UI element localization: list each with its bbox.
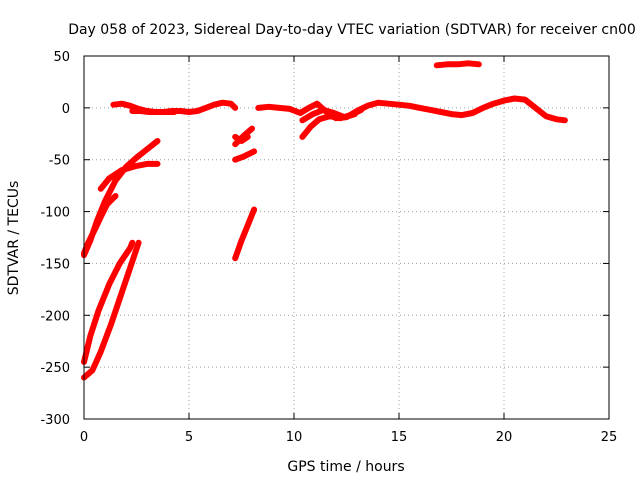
series-arc-4	[81, 239, 136, 365]
series-arc-5	[81, 239, 142, 381]
chart-title: Day 058 of 2023, Sidereal Day-to-day VTE…	[68, 22, 636, 38]
y-tick-label: -200	[40, 309, 70, 324]
series-arc-11	[232, 206, 258, 262]
series-arc-12	[255, 95, 568, 124]
x-tick-label: 0	[80, 430, 88, 445]
plot-frame	[83, 55, 610, 420]
series-arc-10	[232, 148, 258, 163]
y-tick-label: 0	[62, 102, 70, 117]
y-axis-label: SDTVAR / TECUs	[6, 181, 22, 296]
x-axis-label: GPS time / hours	[287, 459, 404, 475]
y-tick-label: -100	[40, 206, 70, 221]
x-tick-label: 15	[391, 430, 408, 445]
series-arc-3	[97, 160, 161, 192]
series-arc-7	[129, 108, 178, 115]
grid-lines	[84, 56, 609, 419]
series-arc-1	[81, 138, 161, 259]
y-tick-label: -50	[49, 154, 70, 169]
series-layer	[81, 60, 568, 381]
x-tick-label: 25	[601, 430, 618, 445]
x-tick-label: 10	[286, 430, 303, 445]
y-tick-label: 50	[53, 50, 70, 65]
tick-layer: 0 5 10 15 20 25 50 0 -50 -100 -150 -200 -250 -300	[40, 50, 617, 445]
series-arc-9	[232, 125, 255, 148]
x-tick-label: 20	[496, 430, 513, 445]
series-arc-14	[299, 106, 358, 124]
y-tick-label: -300	[40, 413, 70, 428]
series-arc-2	[81, 193, 119, 257]
series-arc-15	[433, 60, 482, 69]
y-tick-label: -250	[40, 361, 70, 376]
x-tick-label: 5	[185, 430, 193, 445]
y-tick-label: -150	[40, 257, 70, 272]
